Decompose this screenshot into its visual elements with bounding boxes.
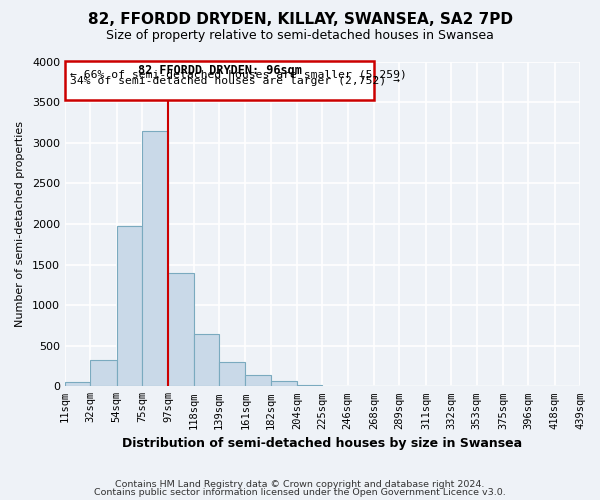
Text: ← 66% of semi-detached houses are smaller (5,259): ← 66% of semi-detached houses are smalle… (70, 70, 407, 80)
Bar (65, 62, 374, 100)
Text: Size of property relative to semi-detached houses in Swansea: Size of property relative to semi-detach… (106, 29, 494, 42)
Text: 34% of semi-detached houses are larger (2,752) →: 34% of semi-detached houses are larger (… (70, 76, 400, 86)
Text: 82 FFORDD DRYDEN: 96sqm: 82 FFORDD DRYDEN: 96sqm (137, 64, 302, 76)
Bar (194, 334, 219, 386)
Text: 82, FFORDD DRYDEN, KILLAY, SWANSEA, SA2 7PD: 82, FFORDD DRYDEN, KILLAY, SWANSEA, SA2 … (88, 12, 512, 28)
Text: Contains public sector information licensed under the Open Government Licence v3: Contains public sector information licen… (94, 488, 506, 497)
Bar (245, 376, 271, 386)
Bar (90, 360, 116, 386)
X-axis label: Distribution of semi-detached houses by size in Swansea: Distribution of semi-detached houses by … (122, 437, 523, 450)
Bar (219, 362, 245, 386)
Y-axis label: Number of semi-detached properties: Number of semi-detached properties (15, 121, 25, 327)
Bar (169, 274, 194, 386)
Bar (142, 130, 169, 386)
Bar (297, 384, 322, 386)
Bar (65, 382, 90, 386)
Text: Contains HM Land Registry data © Crown copyright and database right 2024.: Contains HM Land Registry data © Crown c… (115, 480, 485, 489)
Bar (116, 226, 142, 386)
Bar (271, 382, 297, 386)
